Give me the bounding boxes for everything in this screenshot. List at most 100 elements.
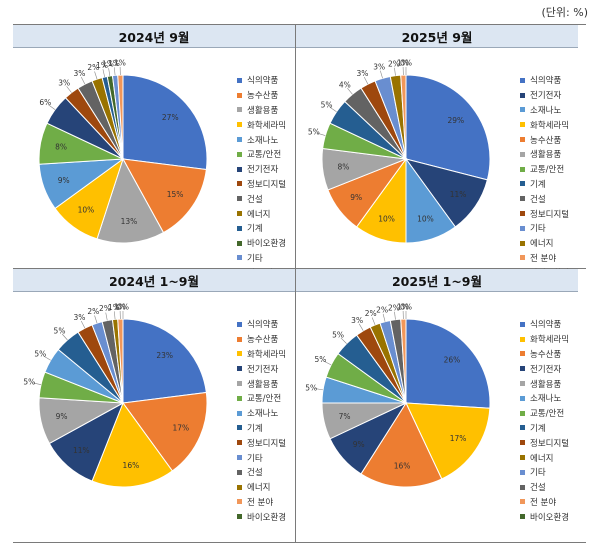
pie-slice-농수산품: [360, 401, 443, 488]
legend-label: 정보디지털: [247, 179, 287, 190]
legend-label: 생활용품: [247, 105, 279, 116]
legend-swatch: [520, 225, 525, 231]
legend-swatch: [237, 321, 242, 327]
legend-label: 건설: [247, 194, 263, 205]
legend-item-기계: 기계: [520, 421, 569, 436]
legend-swatch: [520, 440, 525, 446]
legend-swatch: [237, 440, 242, 446]
leader-line: [380, 70, 383, 79]
legend-label: 전기전자: [247, 165, 279, 176]
legend-label: 교통/안전: [247, 150, 282, 161]
legend-label: 식의약품: [247, 76, 279, 87]
legend-item-바이오환경: 바이오환경: [237, 509, 286, 524]
slice-label-생활용품: 8%: [338, 162, 350, 171]
slice-label-생활용품: 7%: [339, 412, 351, 421]
pie-chart: 26%17%16%9%7%5%5%5%3%2% 2% 2%1%0%: [305, 303, 491, 488]
chart-title: 2024년 1~9월: [13, 269, 295, 291]
legend-item-전-분야: 전 분야: [520, 495, 569, 510]
legend-swatch: [237, 211, 242, 217]
chart-panel-2024-jan-sep: 2024년 1~9월 23% 17% 16% 11% 9% 5% 5% 5% 3% 2% 2% 1% 1…: [13, 269, 295, 523]
legend-item-기계: 기계: [237, 421, 286, 436]
legend-item-생활용품: 생활용품: [520, 376, 569, 391]
legend-swatch: [237, 255, 242, 261]
slice-label-건설: 4%: [339, 81, 351, 90]
slice-label-전-분야: 1%: [114, 303, 126, 312]
legend-swatch: [520, 499, 525, 505]
slice-label-생활용품: 9%: [56, 412, 68, 421]
legend-label: 교통/안전: [247, 394, 282, 405]
leader-line: [33, 382, 42, 385]
slice-label-건설: 2%: [388, 303, 400, 312]
legend-swatch: [237, 455, 242, 461]
pie-slice-화학세라믹: [91, 401, 174, 488]
legend-item-전기전자: 전기전자: [237, 361, 286, 376]
legend-swatch: [520, 381, 525, 387]
legend-label: 생활용품: [247, 379, 279, 390]
legend-item-건설: 건설: [237, 191, 286, 206]
legend-label: 기타: [530, 468, 546, 479]
legend-item-교통-안전: 교통/안전: [237, 147, 286, 162]
legend-swatch: [237, 166, 242, 172]
legend-swatch: [237, 151, 242, 157]
slice-label-전-분야: 1%: [114, 59, 126, 68]
legend-item-식의약품: 식의약품: [520, 317, 569, 332]
leader-line: [329, 107, 337, 113]
leader-line: [94, 315, 98, 324]
legend-swatch: [520, 366, 525, 372]
legend-label: 전 분야: [530, 253, 557, 264]
slice-label-에너지: 2%: [87, 63, 99, 72]
legend-label: 에너지: [247, 209, 271, 220]
legend-label: 전 분야: [530, 497, 557, 508]
slice-label-기계: 5%: [332, 331, 344, 340]
legend-swatch: [237, 336, 242, 342]
legend-item-농수산품: 농수산품: [237, 332, 286, 347]
slice-label-소재나노: 10%: [417, 214, 434, 223]
pie-slice-화학세라믹: [405, 402, 491, 480]
slice-label-에너지: 2%: [388, 59, 400, 68]
slice-label-교통-안전: 5%: [308, 128, 320, 137]
legend-label: 기타: [530, 224, 546, 235]
legend-swatch: [237, 484, 242, 490]
slice-label-교통-안전: 8%: [55, 143, 67, 152]
leader-line: [382, 313, 386, 322]
legend-item-전-분야: 전 분야: [237, 495, 286, 510]
legend-swatch: [520, 484, 525, 490]
legend-label: 화학세라믹: [530, 120, 570, 131]
legend-swatch: [520, 455, 525, 461]
slice-label-기계: 1%: [96, 61, 108, 70]
legend-swatch: [520, 395, 525, 401]
slice-label-기타: 2%: [376, 306, 388, 315]
legend-item-전기전자: 전기전자: [520, 88, 569, 103]
slice-label-에너지: 2%: [365, 309, 377, 318]
leader-line: [80, 76, 86, 85]
legend-label: 농수산품: [530, 349, 562, 360]
leader-line: [323, 360, 332, 366]
chart-legend: 식의약품 전기전자 소재나노 화학세라믹 농수산품 생활용품 교통/안전 기계 건설 정보디지털 기…: [520, 73, 569, 280]
legend-item-소재나노: 소재나노: [237, 132, 286, 147]
slice-label-식의약품: 26%: [444, 355, 461, 364]
slice-label-전기전자: 11%: [73, 446, 90, 455]
legend-swatch: [237, 92, 242, 98]
leader-line: [80, 320, 86, 329]
slice-label-정보디지털: 3%: [351, 316, 363, 325]
legend-label: 전기전자: [247, 364, 279, 375]
legend-label: 기계: [247, 423, 263, 434]
legend-item-에너지: 에너지: [520, 236, 569, 251]
legend-label: 에너지: [247, 483, 271, 494]
legend-item-기타: 기타: [520, 221, 569, 236]
legend-item-전기전자: 전기전자: [237, 162, 286, 177]
legend-swatch: [237, 410, 242, 416]
leader-line: [108, 68, 111, 77]
legend-item-화학세라믹: 화학세라믹: [520, 117, 569, 132]
pie-chart: 29%11%10%10%9%8%5%5%4%3%3% 2%1%0%: [308, 59, 491, 244]
legend-swatch: [520, 469, 525, 475]
legend-swatch: [520, 122, 525, 128]
slice-label-농수산품: 17%: [172, 424, 189, 433]
pie-slice-식의약품: [405, 74, 491, 181]
leader-line: [394, 67, 396, 76]
legend-item-정보디지털: 정보디지털: [237, 177, 286, 192]
legend-item-건설: 건설: [520, 480, 569, 495]
legend-item-식의약품: 식의약품: [237, 73, 286, 88]
legend-swatch: [520, 151, 525, 157]
legend-label: 교통/안전: [530, 409, 565, 420]
